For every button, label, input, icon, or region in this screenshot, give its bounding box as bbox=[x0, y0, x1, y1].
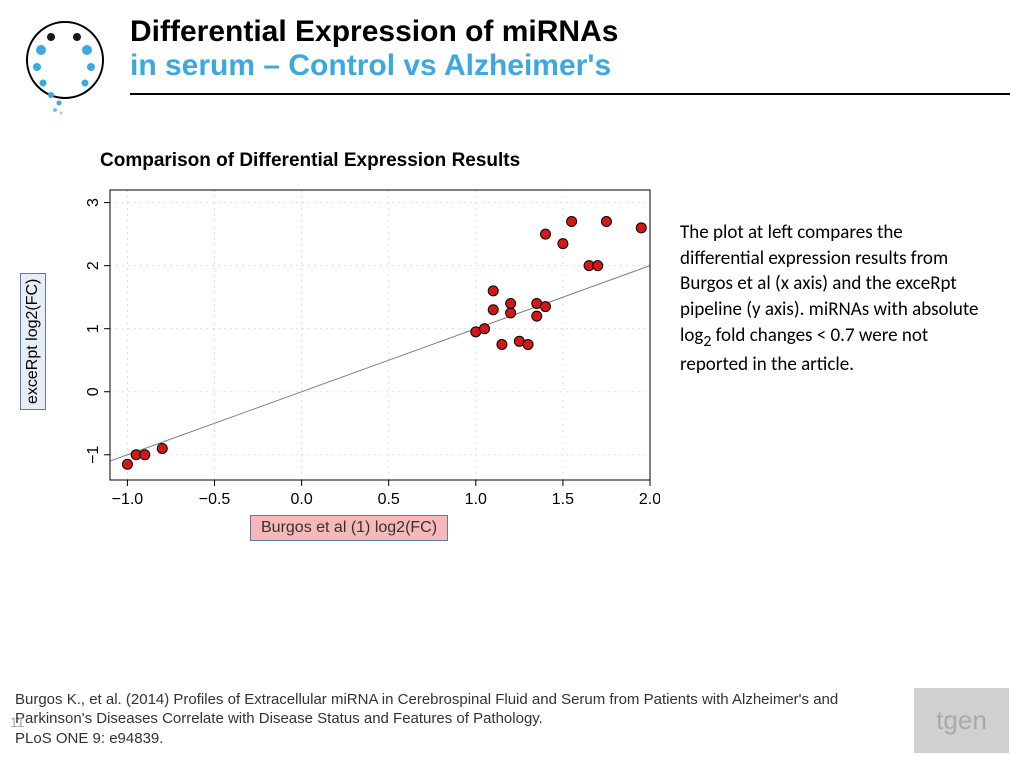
chart-title: Comparison of Differential Expression Re… bbox=[100, 150, 520, 172]
title-line-1: Differential Expression of miRNAs bbox=[130, 15, 1010, 49]
footer-logo-icon: tgen bbox=[914, 688, 1009, 753]
title-block: Differential Expression of miRNAs in ser… bbox=[130, 15, 1010, 95]
svg-text:0: 0 bbox=[85, 387, 102, 396]
description-text: The plot at left compares the differenti… bbox=[680, 220, 990, 377]
svg-text:0.0: 0.0 bbox=[290, 491, 312, 508]
svg-text:1.5: 1.5 bbox=[552, 491, 574, 508]
title-line-2: in serum – Control vs Alzheimer's bbox=[130, 49, 1010, 83]
y-axis-label: exceRpt log2(FC) bbox=[20, 273, 46, 410]
page-number: 11 bbox=[10, 714, 25, 730]
svg-text:−1: −1 bbox=[85, 446, 102, 464]
svg-text:0.5: 0.5 bbox=[378, 491, 400, 508]
scatter-plot: −1.0 −0.5 0.0 0.5 1.0 1.5 2.0 −1 0 1 2 3 bbox=[70, 180, 660, 520]
svg-text:1.0: 1.0 bbox=[465, 491, 487, 508]
brain-logo-icon bbox=[15, 15, 115, 115]
citation-line1: Burgos K., et al. (2014) Profiles of Ext… bbox=[15, 691, 838, 728]
x-axis-label: Burgos et al (1) log2(FC) bbox=[250, 515, 448, 541]
citation-line2: PLoS ONE 9: e94839. bbox=[15, 730, 163, 747]
desc-post: fold changes < 0.7 were not reported in … bbox=[680, 324, 928, 376]
svg-text:−1.0: −1.0 bbox=[112, 491, 144, 508]
svg-text:1: 1 bbox=[85, 324, 102, 333]
svg-text:2.0: 2.0 bbox=[639, 491, 660, 508]
svg-text:3: 3 bbox=[85, 198, 102, 207]
svg-text:−0.5: −0.5 bbox=[199, 491, 231, 508]
chart-container: Comparison of Differential Expression Re… bbox=[20, 150, 660, 570]
slide-header: Differential Expression of miRNAs in ser… bbox=[15, 15, 1009, 95]
svg-text:2: 2 bbox=[85, 261, 102, 270]
citation: Burgos K., et al. (2014) Profiles of Ext… bbox=[15, 690, 915, 749]
